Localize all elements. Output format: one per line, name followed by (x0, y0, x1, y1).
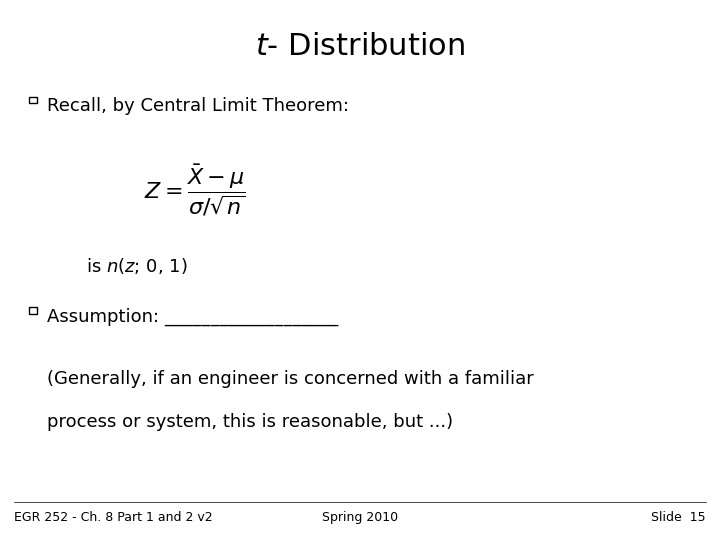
Text: $\it{t}$- Distribution: $\it{t}$- Distribution (255, 32, 465, 62)
Text: Recall, by Central Limit Theorem:: Recall, by Central Limit Theorem: (47, 97, 348, 115)
Text: Assumption: ___________________: Assumption: ___________________ (47, 308, 338, 326)
Text: Spring 2010: Spring 2010 (322, 511, 398, 524)
Text: process or system, this is reasonable, but ...): process or system, this is reasonable, b… (47, 413, 453, 431)
Text: (Generally, if an engineer is concerned with a familiar: (Generally, if an engineer is concerned … (47, 370, 534, 388)
Text: Slide  15: Slide 15 (651, 511, 706, 524)
Bar (29, 97, 37, 103)
Text: $Z = \dfrac{\bar{X} - \mu}{\sigma / \sqrt{n}}$: $Z = \dfrac{\bar{X} - \mu}{\sigma / \sqr… (144, 162, 246, 218)
Bar (29, 307, 37, 314)
Text: EGR 252 - Ch. 8 Part 1 and 2 v2: EGR 252 - Ch. 8 Part 1 and 2 v2 (14, 511, 213, 524)
Text: is $n$($z$; 0, 1): is $n$($z$; 0, 1) (86, 256, 188, 276)
